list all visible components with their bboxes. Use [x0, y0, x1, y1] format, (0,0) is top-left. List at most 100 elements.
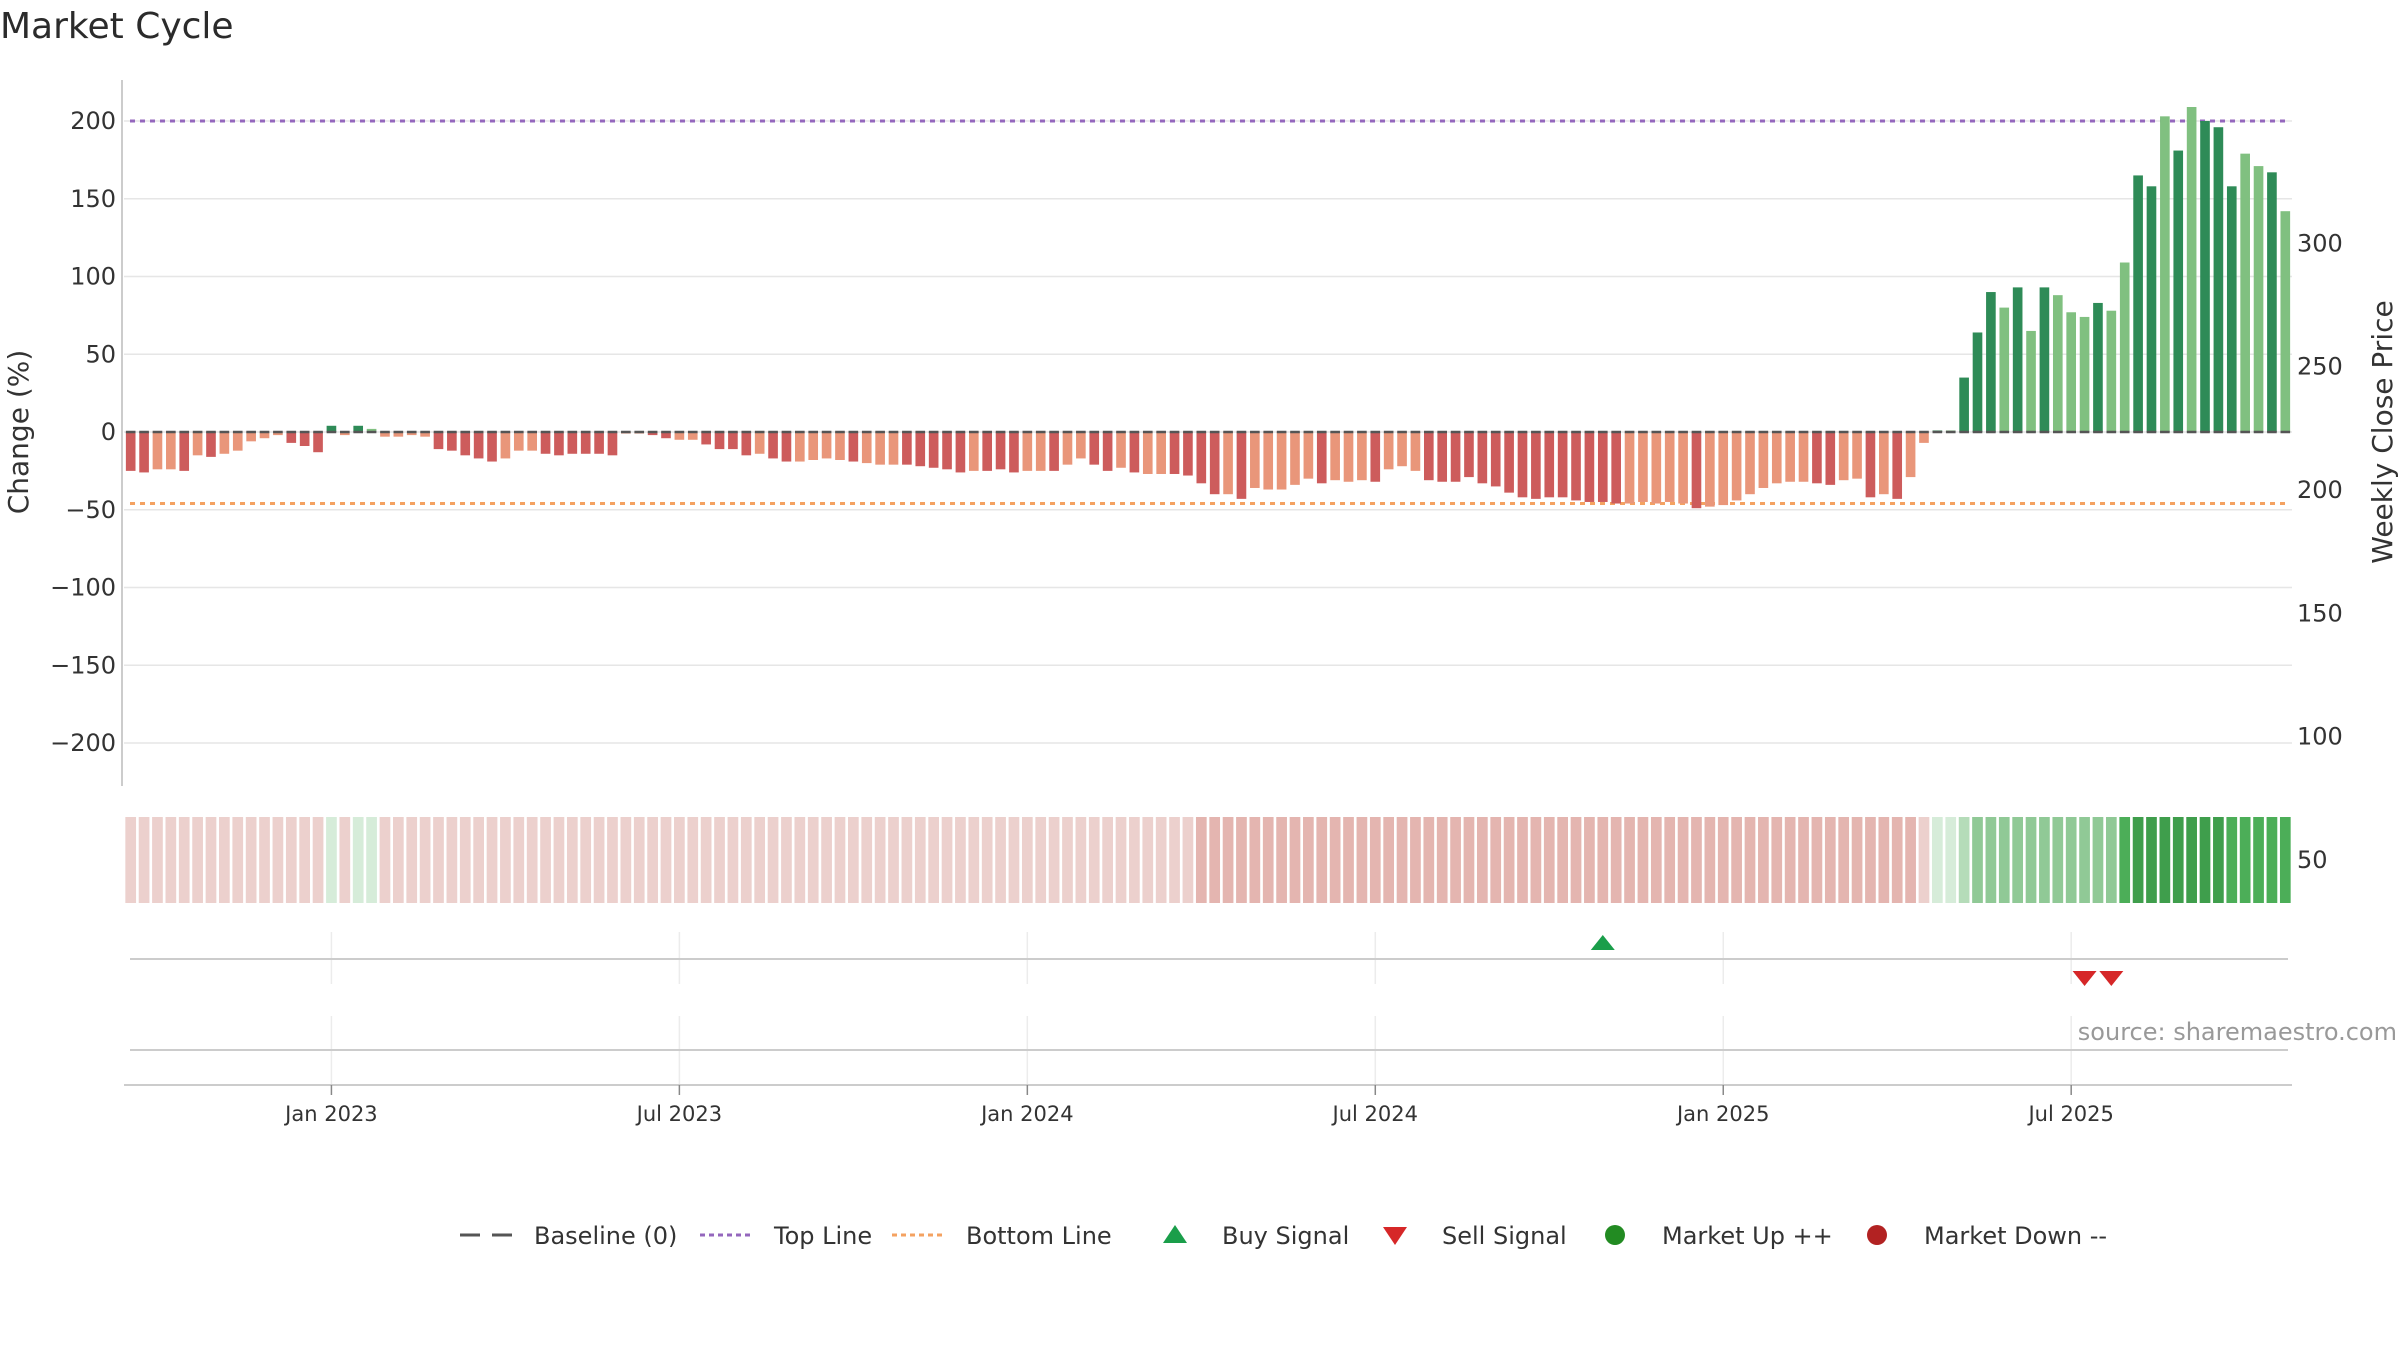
- change-bar: [1705, 432, 1715, 507]
- y-tick-label: 50: [85, 340, 116, 368]
- change-bar: [968, 432, 979, 471]
- change-bar: [2186, 107, 2197, 432]
- legend-swatch: [1867, 1225, 1887, 1245]
- heat-cell: [1918, 817, 1930, 903]
- change-bar: [1986, 292, 1996, 432]
- heat-cell: [1865, 817, 1876, 903]
- heat-cell: [165, 817, 177, 903]
- heat-cell: [1771, 817, 1783, 903]
- heat-cell: [674, 817, 685, 903]
- change-bar: [1718, 432, 1729, 506]
- change-bar: [1999, 307, 2010, 432]
- heat-cell: [500, 817, 511, 903]
- change-bar: [902, 432, 912, 465]
- change-bar: [179, 432, 190, 471]
- heat-cell: [727, 817, 739, 903]
- heat-cell: [1182, 817, 1194, 903]
- heat-cell: [1222, 817, 1234, 903]
- change-bar: [1397, 432, 1407, 467]
- heat-cell: [152, 817, 163, 903]
- heat-cell: [1289, 817, 1301, 903]
- heat-cell: [1369, 817, 1381, 903]
- change-bar: [848, 432, 859, 462]
- signal-panel: [130, 932, 2288, 1086]
- sell-signal-marker: [2072, 971, 2097, 986]
- heat-cell: [754, 817, 766, 903]
- change-bar: [1531, 432, 1541, 499]
- heat-cell: [392, 817, 404, 903]
- heat-cell: [2199, 817, 2211, 903]
- change-bar: [473, 432, 484, 459]
- heat-cell: [1262, 817, 1274, 903]
- legend: Baseline (0) Top Line Bottom Line Buy Signa…: [460, 1222, 2107, 1250]
- change-bar: [1316, 432, 1327, 484]
- heat-cell: [1463, 817, 1475, 903]
- heat-cell: [1891, 817, 1903, 903]
- change-bar: [2119, 262, 2130, 432]
- heat-cell: [1610, 817, 1622, 903]
- change-bar: [1089, 432, 1100, 465]
- heat-cell: [1584, 817, 1595, 903]
- change-bar: [139, 432, 149, 473]
- heat-cell: [1664, 817, 1676, 903]
- buy-signal-marker: [1590, 935, 1615, 950]
- heat-cell: [888, 817, 899, 903]
- change-bar: [152, 432, 163, 470]
- heat-cell: [861, 817, 873, 903]
- heat-cell: [1008, 817, 1020, 903]
- heat-cell: [981, 817, 993, 903]
- heat-cell: [2119, 817, 2131, 903]
- heat-cell: [1423, 817, 1435, 903]
- heat-cell: [352, 817, 364, 903]
- change-bar: [995, 432, 1006, 470]
- heat-cell: [2239, 817, 2251, 903]
- heat-cell: [406, 817, 418, 903]
- heat-cell: [433, 817, 444, 903]
- change-bar: [1303, 432, 1314, 479]
- change-bar: [781, 432, 792, 462]
- heat-cell: [1731, 817, 1742, 903]
- heat-cell: [687, 817, 699, 903]
- change-bar: [567, 432, 578, 454]
- heat-cell: [1650, 817, 1662, 903]
- change-bar: [1464, 432, 1474, 478]
- heat-cell: [2012, 817, 2024, 903]
- y2-axis-title: Weekly Close Price: [2366, 300, 2399, 563]
- heat-cell: [1088, 817, 1100, 903]
- heat-cell: [1490, 817, 1502, 903]
- heat-cell: [2266, 817, 2278, 903]
- heat-cell: [767, 817, 779, 903]
- heat-cell: [526, 817, 538, 903]
- change-bar: [1049, 432, 1059, 471]
- heat-cell: [1758, 817, 1769, 903]
- change-bar: [1812, 432, 1822, 484]
- legend-swatch: [1163, 1225, 1187, 1243]
- heat-cell: [1677, 817, 1689, 903]
- heat-cell: [2105, 817, 2117, 903]
- y2-tick-label: 100: [2297, 723, 2343, 751]
- heat-cell: [1624, 817, 1635, 903]
- change-bar: [406, 432, 417, 436]
- heat-cell: [633, 817, 645, 903]
- change-bar: [1450, 432, 1461, 482]
- legend-swatch: [1605, 1225, 1625, 1245]
- change-bar: [701, 432, 711, 445]
- change-bar: [982, 432, 993, 471]
- change-bar: [1209, 432, 1220, 495]
- change-bar: [393, 432, 404, 437]
- x-tick-label: Jan 2024: [979, 1102, 1074, 1126]
- heat-cell: [1637, 817, 1649, 903]
- heat-cell: [2253, 817, 2264, 903]
- heat-cell: [740, 817, 752, 903]
- y-tick-label: 200: [70, 107, 116, 135]
- change-bar: [1852, 432, 1862, 479]
- heat-cell: [1517, 817, 1528, 903]
- change-bar: [1785, 432, 1795, 482]
- legend-item: Buy Signal: [1163, 1222, 1349, 1250]
- reference-lines: [130, 119, 2290, 506]
- heat-cell: [1343, 817, 1354, 903]
- heat-cell: [914, 817, 926, 903]
- change-bar: [2146, 186, 2157, 432]
- change-bar: [647, 432, 658, 436]
- heat-cell: [1958, 817, 1970, 903]
